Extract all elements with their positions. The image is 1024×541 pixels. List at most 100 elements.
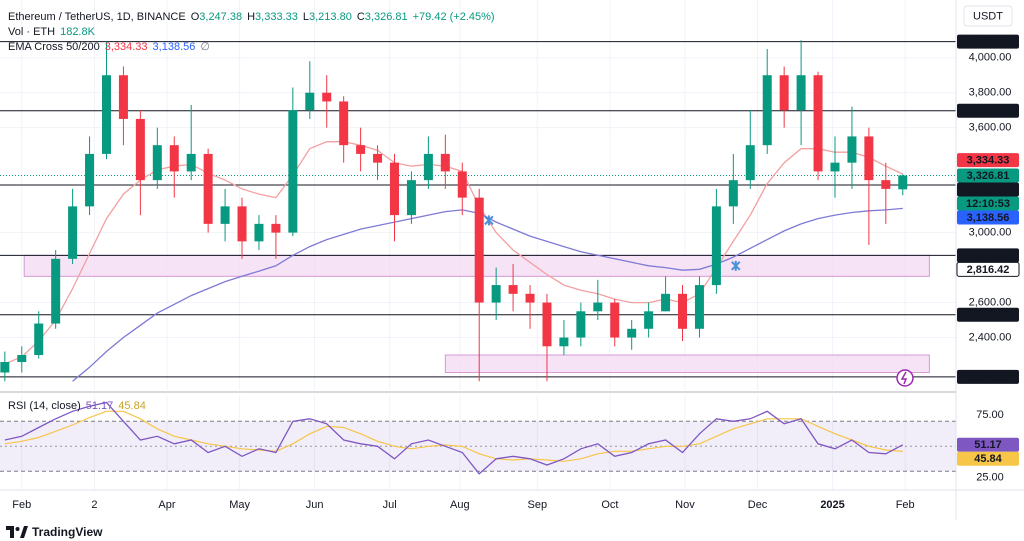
price-label-box (957, 451, 1019, 466)
candle-body (288, 110, 298, 233)
candle-body (101, 75, 111, 154)
rsi-tick-label: 25.00 (976, 471, 1004, 483)
price-label: 2,816.42 (967, 264, 1010, 276)
candle-body (661, 293, 671, 312)
alert-icon[interactable] (896, 369, 914, 387)
candle-body (423, 153, 433, 181)
candle-body (220, 206, 230, 224)
price-label-box (956, 261, 1020, 277)
candle-body (864, 136, 874, 181)
candle-body (85, 153, 95, 207)
price-label: 2,530.00 (967, 309, 1010, 321)
candle-body (779, 75, 789, 111)
ohlc-value: 3,247.38 (199, 11, 242, 23)
candle-body (542, 302, 552, 347)
price-label-box (957, 103, 1019, 118)
y-tick-label: 3,600.00 (969, 122, 1012, 134)
candle-body (34, 323, 44, 356)
x-tick-label: Aug (450, 499, 470, 511)
price-label-box (957, 307, 1019, 322)
symbol-title: Ethereum / TetherUS, 1D, BINANCE (8, 11, 186, 23)
candle-body (796, 75, 806, 111)
ema-line (72, 207, 903, 382)
indicator-line: EMA Cross 50/200 3,334.33 3,138.56 ∅ (8, 41, 210, 53)
price-label: 2,870.00 (967, 250, 1010, 262)
candle-body (373, 153, 383, 163)
price-label-box (957, 437, 1019, 452)
candle-body (627, 328, 637, 338)
candle-body (203, 153, 213, 224)
price-label: 3,697.00 (967, 105, 1010, 117)
ohlc-key: C (357, 11, 365, 23)
candle-body (17, 355, 27, 363)
rsi-ma-line (4, 410, 903, 462)
candle-body (830, 162, 840, 172)
price-label: 51.17 (974, 439, 1002, 451)
x-tick-label: May (229, 499, 250, 511)
candle-body (356, 145, 366, 154)
rsi-band (0, 421, 956, 472)
indicator-label: EMA Cross 50/200 (8, 41, 100, 53)
y-tick-label: 4,000.00 (969, 52, 1012, 64)
candle-body (135, 118, 145, 181)
candle-body (118, 75, 128, 119)
rsi-tick-label: 75.00 (976, 409, 1004, 421)
candle-body (525, 293, 535, 303)
indicator-value: 3,334.33 (105, 41, 148, 53)
rsi-ma-value: 45.84 (118, 400, 146, 412)
x-tick-label: Oct (601, 499, 618, 511)
price-label-box (957, 153, 1019, 168)
candle-body (644, 311, 654, 329)
x-tick-label: Jul (383, 499, 397, 511)
volume-line: Vol · ETH 182.8K (8, 26, 96, 38)
candle-body (51, 258, 61, 324)
candle-body (254, 223, 264, 242)
ohlc-value: 3,333.33 (255, 11, 298, 23)
y-tick-label: 2,600.00 (969, 296, 1012, 308)
ohlc-key: L (303, 11, 309, 23)
candle-body (237, 206, 247, 242)
brand-logo (6, 526, 28, 538)
candle-body (271, 223, 281, 233)
candle-body (68, 206, 78, 259)
price-label: 4,092.28 (967, 36, 1010, 48)
candle-body (694, 285, 704, 329)
brand: TradingView (32, 525, 103, 539)
indicator-extra: ∅ (200, 41, 210, 53)
x-tick-label: Feb (896, 499, 915, 511)
axis-layer: 2,400.00 2,600.00 3,000.00 3,600.00 3,800.00… (12, 34, 1020, 511)
candle-body (322, 92, 332, 102)
header: Ethereum / TetherUS, 1D, BINANCE O3,247.3… (8, 11, 495, 412)
currency[interactable]: USDT (973, 10, 1003, 22)
candle-body (186, 153, 196, 172)
price-label-box (957, 248, 1019, 263)
candle-body (745, 145, 755, 181)
candle-body (390, 162, 400, 216)
price-label-box (957, 369, 1019, 384)
alert-bolt (900, 371, 908, 385)
price-label: 3,138.56 (967, 212, 1010, 224)
candle-body (610, 302, 620, 338)
candle-body (440, 153, 450, 172)
x-tick-label: Feb (12, 499, 31, 511)
candle-body (457, 171, 467, 198)
currency-button[interactable] (963, 5, 1013, 27)
candle-body (762, 75, 772, 146)
rsi-header: RSI (14, close) 51.17 45.84 (8, 400, 146, 412)
candle-layer (0, 40, 908, 382)
y-tick-label: 2,400.00 (969, 331, 1012, 343)
candle-body (593, 302, 603, 312)
candle-body (711, 206, 721, 286)
price-label: 3,326.81 (967, 170, 1010, 182)
cross-marker (731, 260, 741, 271)
x-tick-label: 2025 (820, 499, 844, 511)
x-tick-label: 2 (91, 499, 97, 511)
candle-body (406, 180, 416, 216)
logo-dot (15, 527, 20, 531)
candle-body (559, 337, 569, 347)
candle-body (305, 92, 315, 111)
ohlc-value: 3,213.80 (309, 11, 352, 23)
volume-label: Vol · ETH (8, 26, 55, 38)
